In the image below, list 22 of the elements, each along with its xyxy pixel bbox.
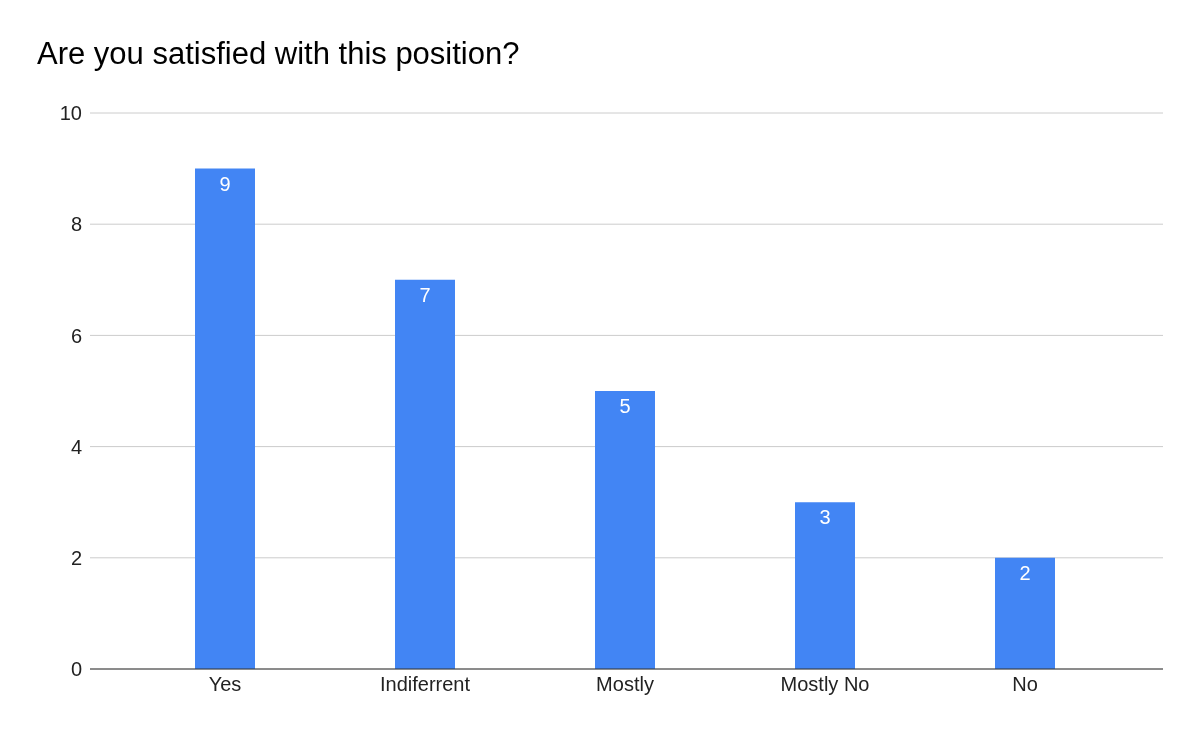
bar xyxy=(395,279,455,669)
y-tick-label: 4 xyxy=(70,435,82,458)
data-label: 9 xyxy=(219,172,231,195)
data-label: 5 xyxy=(619,395,631,418)
bar xyxy=(195,168,255,669)
bar xyxy=(595,391,655,669)
x-tick-label: Yes xyxy=(208,673,242,696)
bar xyxy=(795,502,855,669)
y-tick-label: 8 xyxy=(70,213,82,236)
x-tick-label: Mostly No xyxy=(780,673,870,696)
data-label: 7 xyxy=(419,284,431,306)
y-tick-label: 0 xyxy=(70,658,82,681)
chart-title: Are you satisfied with this position? xyxy=(37,36,520,72)
data-label: 2 xyxy=(1019,562,1031,584)
y-tick-label: 2 xyxy=(70,546,82,569)
bar xyxy=(995,557,1055,669)
data-label: 3 xyxy=(819,506,831,529)
x-tick-label: Indiferrent xyxy=(379,673,471,696)
y-tick-label: 10 xyxy=(59,102,82,125)
y-tick-label: 6 xyxy=(70,324,82,347)
x-tick-label: Mostly xyxy=(596,673,654,696)
x-tick-label: No xyxy=(1012,673,1038,696)
